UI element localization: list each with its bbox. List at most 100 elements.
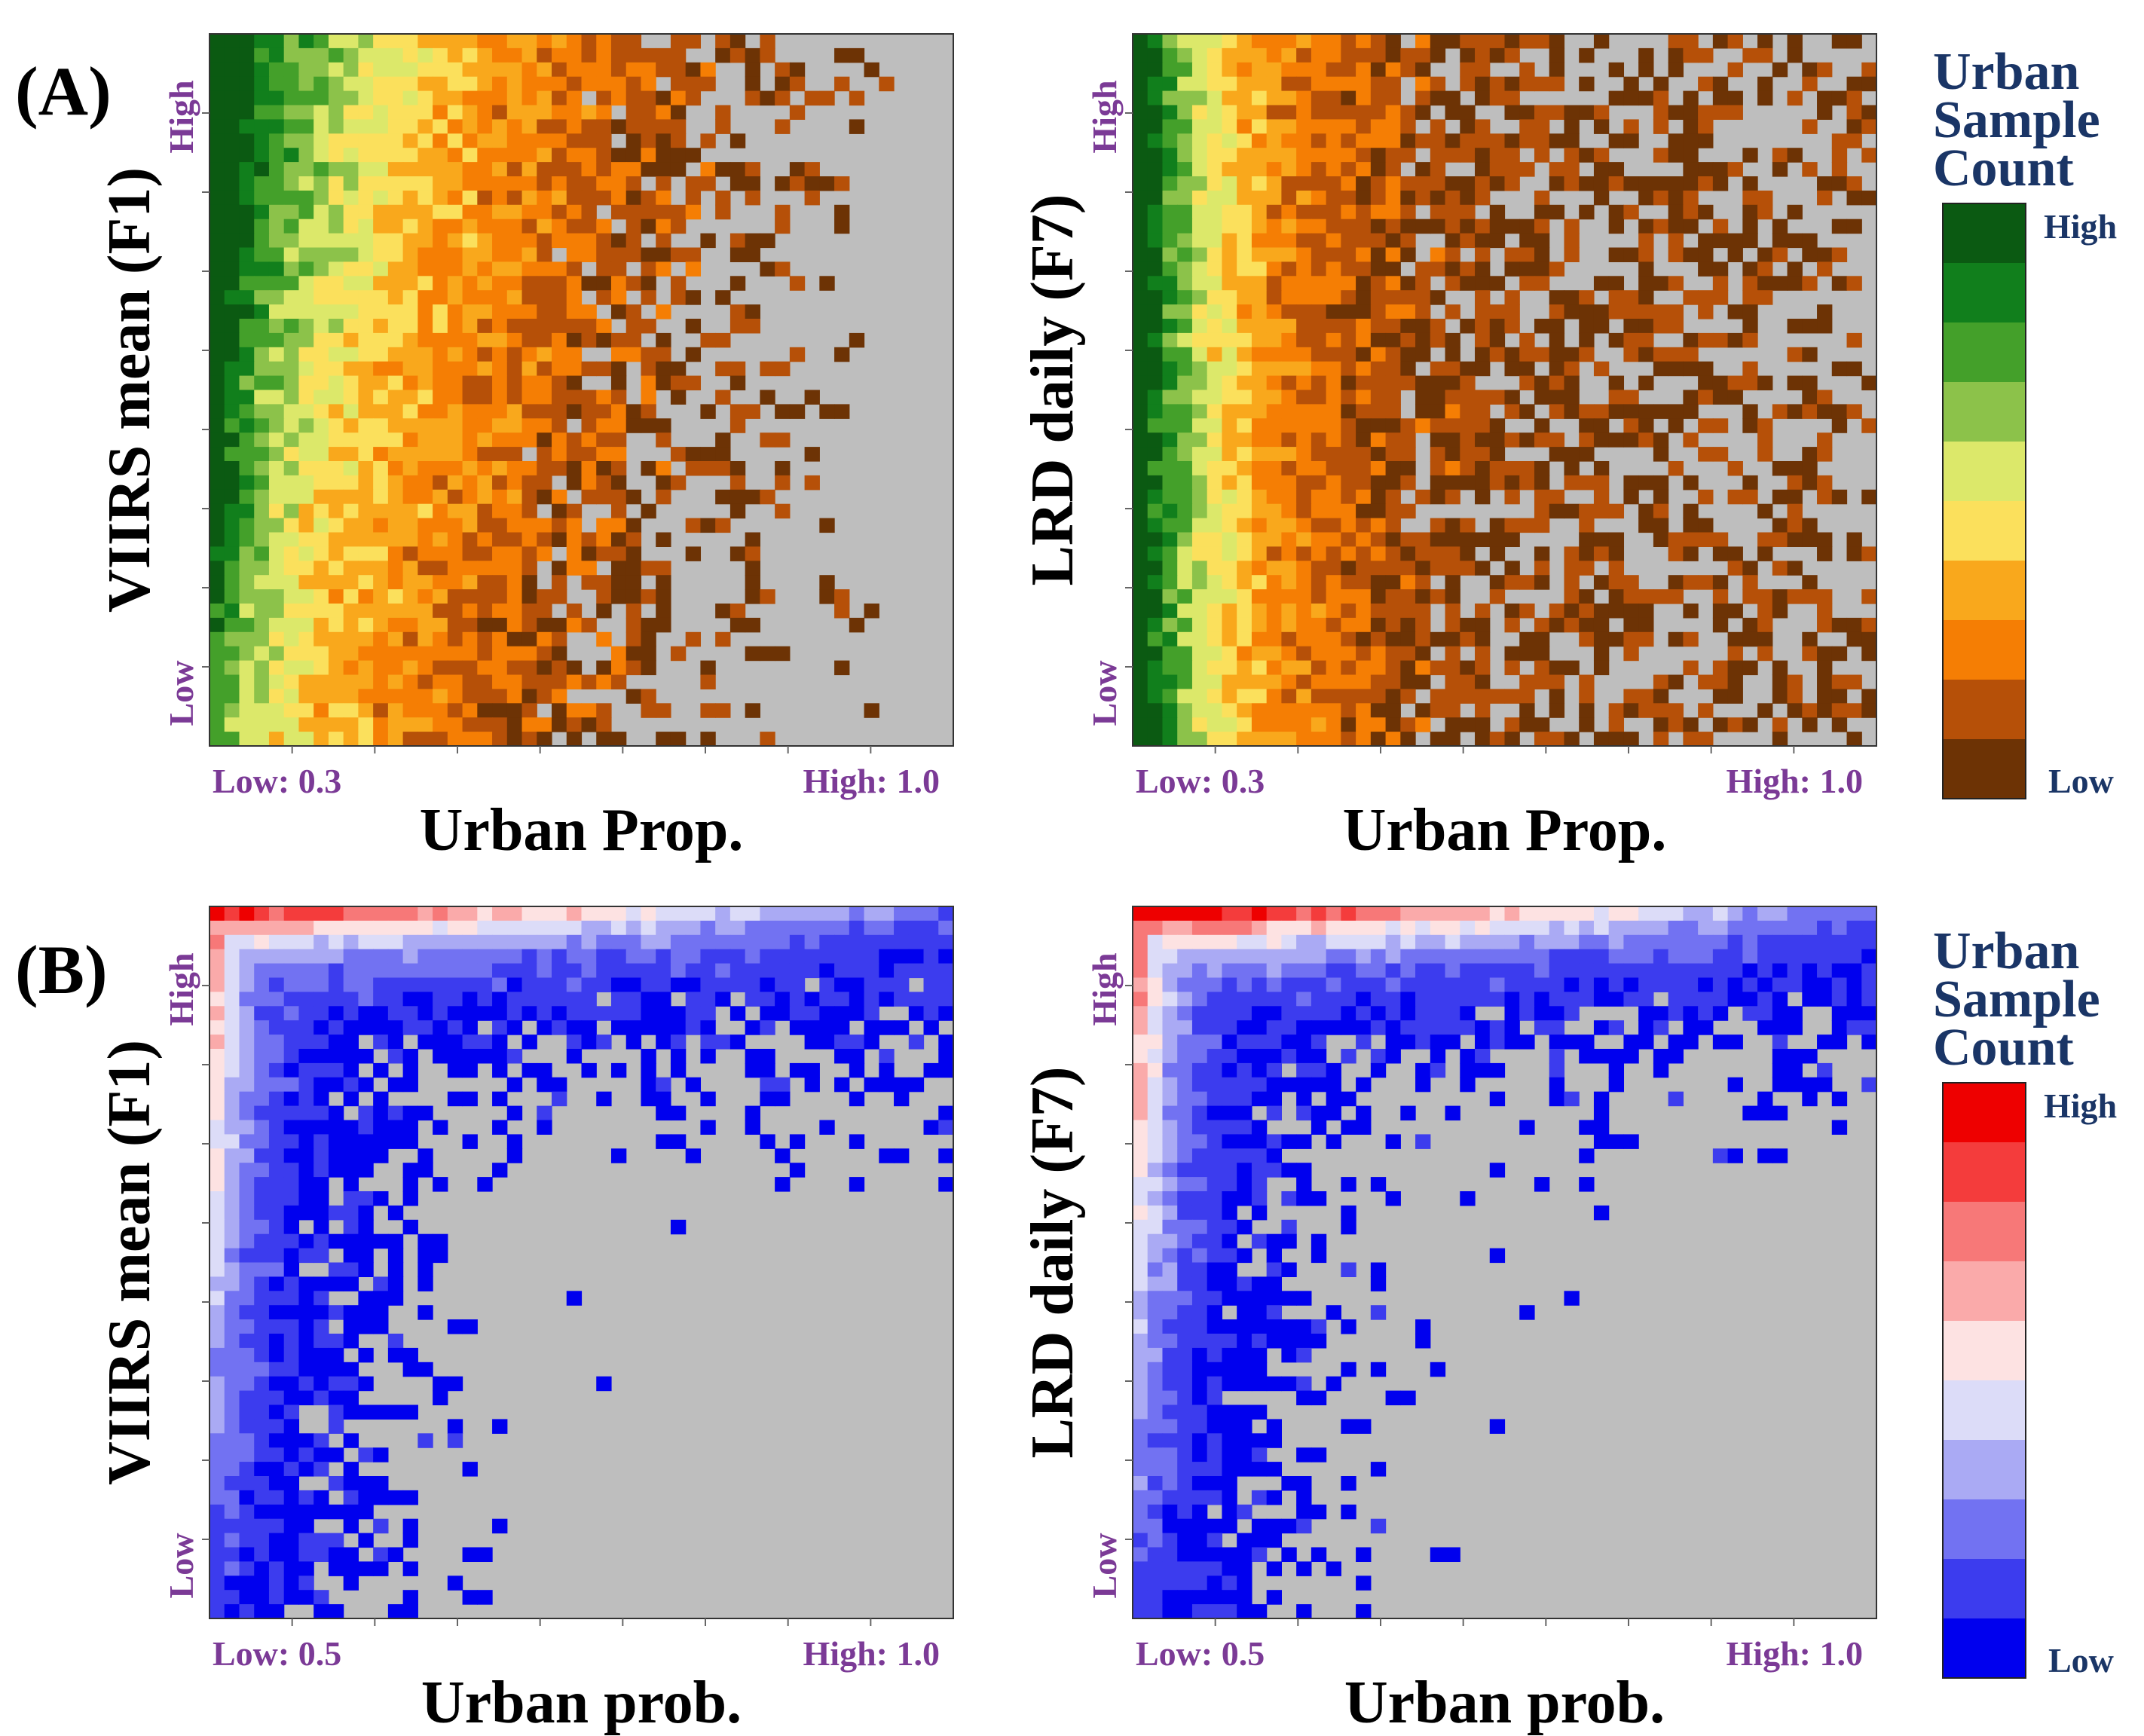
heatmap-cell xyxy=(670,290,687,305)
heatmap-cell xyxy=(298,561,314,576)
heatmap-cell xyxy=(328,105,344,120)
heatmap-cell xyxy=(1266,575,1282,590)
heatmap-cell xyxy=(1251,977,1268,992)
heatmap-cell xyxy=(1281,461,1297,476)
heatmap-cell xyxy=(656,617,671,633)
heatmap-cell xyxy=(283,532,300,547)
heatmap-cell xyxy=(1251,906,1268,921)
heatmap-cell xyxy=(1653,589,1669,604)
heatmap-cell xyxy=(1222,532,1237,547)
heatmap-cell xyxy=(521,319,537,334)
heatmap-cell xyxy=(210,304,225,319)
heatmap-cell xyxy=(656,332,671,348)
heatmap-cell xyxy=(1311,332,1327,348)
heatmap-cell xyxy=(625,1006,642,1021)
heatmap-cell xyxy=(373,47,389,63)
heatmap-cell xyxy=(1460,176,1476,191)
heatmap-cell xyxy=(373,674,389,689)
heatmap-cell xyxy=(402,404,418,419)
heatmap-cell xyxy=(1683,432,1699,448)
heatmap-cell xyxy=(1133,332,1148,348)
heatmap-cell xyxy=(268,646,285,662)
heatmap-cell xyxy=(1489,532,1506,547)
heatmap-cell xyxy=(283,646,300,662)
heatmap-cell xyxy=(298,461,314,476)
heatmap-cell xyxy=(239,233,255,249)
heatmap-cell xyxy=(1162,119,1178,134)
heatmap-cell xyxy=(224,62,240,78)
heatmap-cell xyxy=(1772,732,1788,747)
heatmap-cell xyxy=(1251,1020,1268,1035)
heatmap-cell xyxy=(1489,963,1506,979)
heatmap-cell xyxy=(254,432,270,448)
heatmap-cell xyxy=(537,162,552,177)
heatmap-cell xyxy=(1549,404,1565,419)
heatmap-cell xyxy=(210,1049,225,1064)
heatmap-cell xyxy=(745,404,760,419)
heatmap-cell xyxy=(358,233,374,249)
heatmap-cell xyxy=(328,247,344,262)
heatmap-cell xyxy=(298,1347,314,1363)
heatmap-cell xyxy=(1326,575,1341,590)
heatmap-cell xyxy=(268,204,285,220)
heatmap-cell xyxy=(1207,361,1223,377)
heatmap-cell xyxy=(1608,717,1625,732)
heatmap-cell xyxy=(1593,604,1610,619)
heatmap-cell xyxy=(343,1049,359,1064)
heatmap-cell xyxy=(745,162,760,177)
heatmap-cell xyxy=(1222,418,1237,433)
heatmap-cell xyxy=(433,375,448,391)
heatmap-cell xyxy=(1281,674,1297,689)
heatmap-cell xyxy=(552,34,567,49)
heatmap-cell xyxy=(298,575,314,590)
heatmap-cell xyxy=(1579,105,1595,120)
heatmap-cell xyxy=(745,247,760,262)
heatmap-cell xyxy=(1177,47,1193,63)
heatmap-cell xyxy=(373,631,389,647)
heatmap-cell xyxy=(328,1334,344,1349)
heatmap-cell xyxy=(1475,119,1491,134)
heatmap-cell xyxy=(417,717,433,732)
heatmap-cell xyxy=(1326,963,1341,979)
heatmap-cell xyxy=(1430,992,1446,1007)
heatmap-cell xyxy=(433,617,448,633)
heatmap-cell xyxy=(358,34,374,49)
heatmap-cell xyxy=(254,1319,270,1334)
heatmap-cell xyxy=(1445,532,1460,547)
heatmap-cell xyxy=(1281,532,1297,547)
heatmap-cell xyxy=(1549,332,1565,348)
heatmap-cell xyxy=(1489,76,1506,92)
heatmap-cell xyxy=(1326,561,1341,576)
heatmap-cell xyxy=(656,105,671,120)
heatmap-cell xyxy=(1608,604,1625,619)
heatmap-cell xyxy=(373,34,389,49)
heatmap-cell xyxy=(343,674,359,689)
heatmap-cell xyxy=(656,575,671,590)
heatmap-cell xyxy=(254,361,270,377)
heatmap-cell xyxy=(581,546,597,561)
heatmap-cell xyxy=(283,1233,300,1249)
y-axis-label: LRD daily (F7) xyxy=(1020,194,1086,586)
heatmap-cell xyxy=(1475,906,1491,921)
heatmap-cell xyxy=(313,1590,329,1605)
heatmap-cell xyxy=(804,1035,820,1050)
heatmap-cell xyxy=(1222,575,1237,590)
heatmap-cell xyxy=(1608,290,1625,305)
heatmap-cell xyxy=(1147,375,1164,391)
heatmap-cell xyxy=(1698,133,1714,148)
heatmap-cell xyxy=(1831,1020,1848,1035)
heatmap-cell xyxy=(1311,992,1327,1007)
heatmap-cell xyxy=(552,190,567,206)
heatmap-cell xyxy=(1266,674,1282,689)
heatmap-cell xyxy=(521,47,537,63)
heatmap-cell xyxy=(1683,604,1699,619)
heatmap-cell xyxy=(447,361,463,377)
heatmap-cell xyxy=(1727,906,1743,921)
heatmap-cell xyxy=(1638,949,1654,964)
heatmap-cell xyxy=(1133,319,1148,334)
heatmap-cell xyxy=(656,233,671,249)
heatmap-cell xyxy=(566,674,583,689)
heatmap-cell xyxy=(313,105,329,120)
heatmap-cell xyxy=(1787,1020,1803,1035)
heatmap-cell xyxy=(1489,1020,1506,1035)
